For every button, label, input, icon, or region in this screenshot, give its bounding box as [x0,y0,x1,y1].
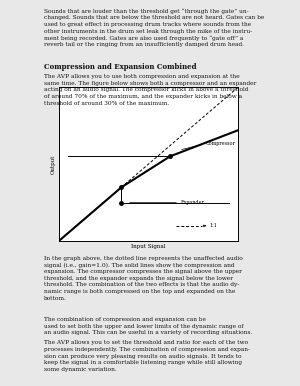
Text: Compressor: Compressor [206,142,236,146]
Text: Sounds that are louder than the threshold get “through the gate” un-
changed. So: Sounds that are louder than the threshol… [44,8,264,47]
Text: The AVP allows you to set the threshold and ratio for each of the two
processes : The AVP allows you to set the threshold … [44,340,250,372]
Y-axis label: Output: Output [51,154,56,174]
Text: In the graph above, the dotted line represents the unaffected audio
signal (i.e.: In the graph above, the dotted line repr… [44,256,242,301]
Text: The AVP allows you to use both compression and expansion at the
same time. The f: The AVP allows you to use both compressi… [44,74,256,105]
Text: 1:1: 1:1 [210,223,218,228]
X-axis label: Input Signal: Input Signal [131,244,166,249]
Text: Expander: Expander [181,200,205,205]
Text: Compression and Expansion Combined: Compression and Expansion Combined [44,63,196,71]
Text: The combination of compression and expansion can be
used to set both the upper a: The combination of compression and expan… [44,317,252,335]
